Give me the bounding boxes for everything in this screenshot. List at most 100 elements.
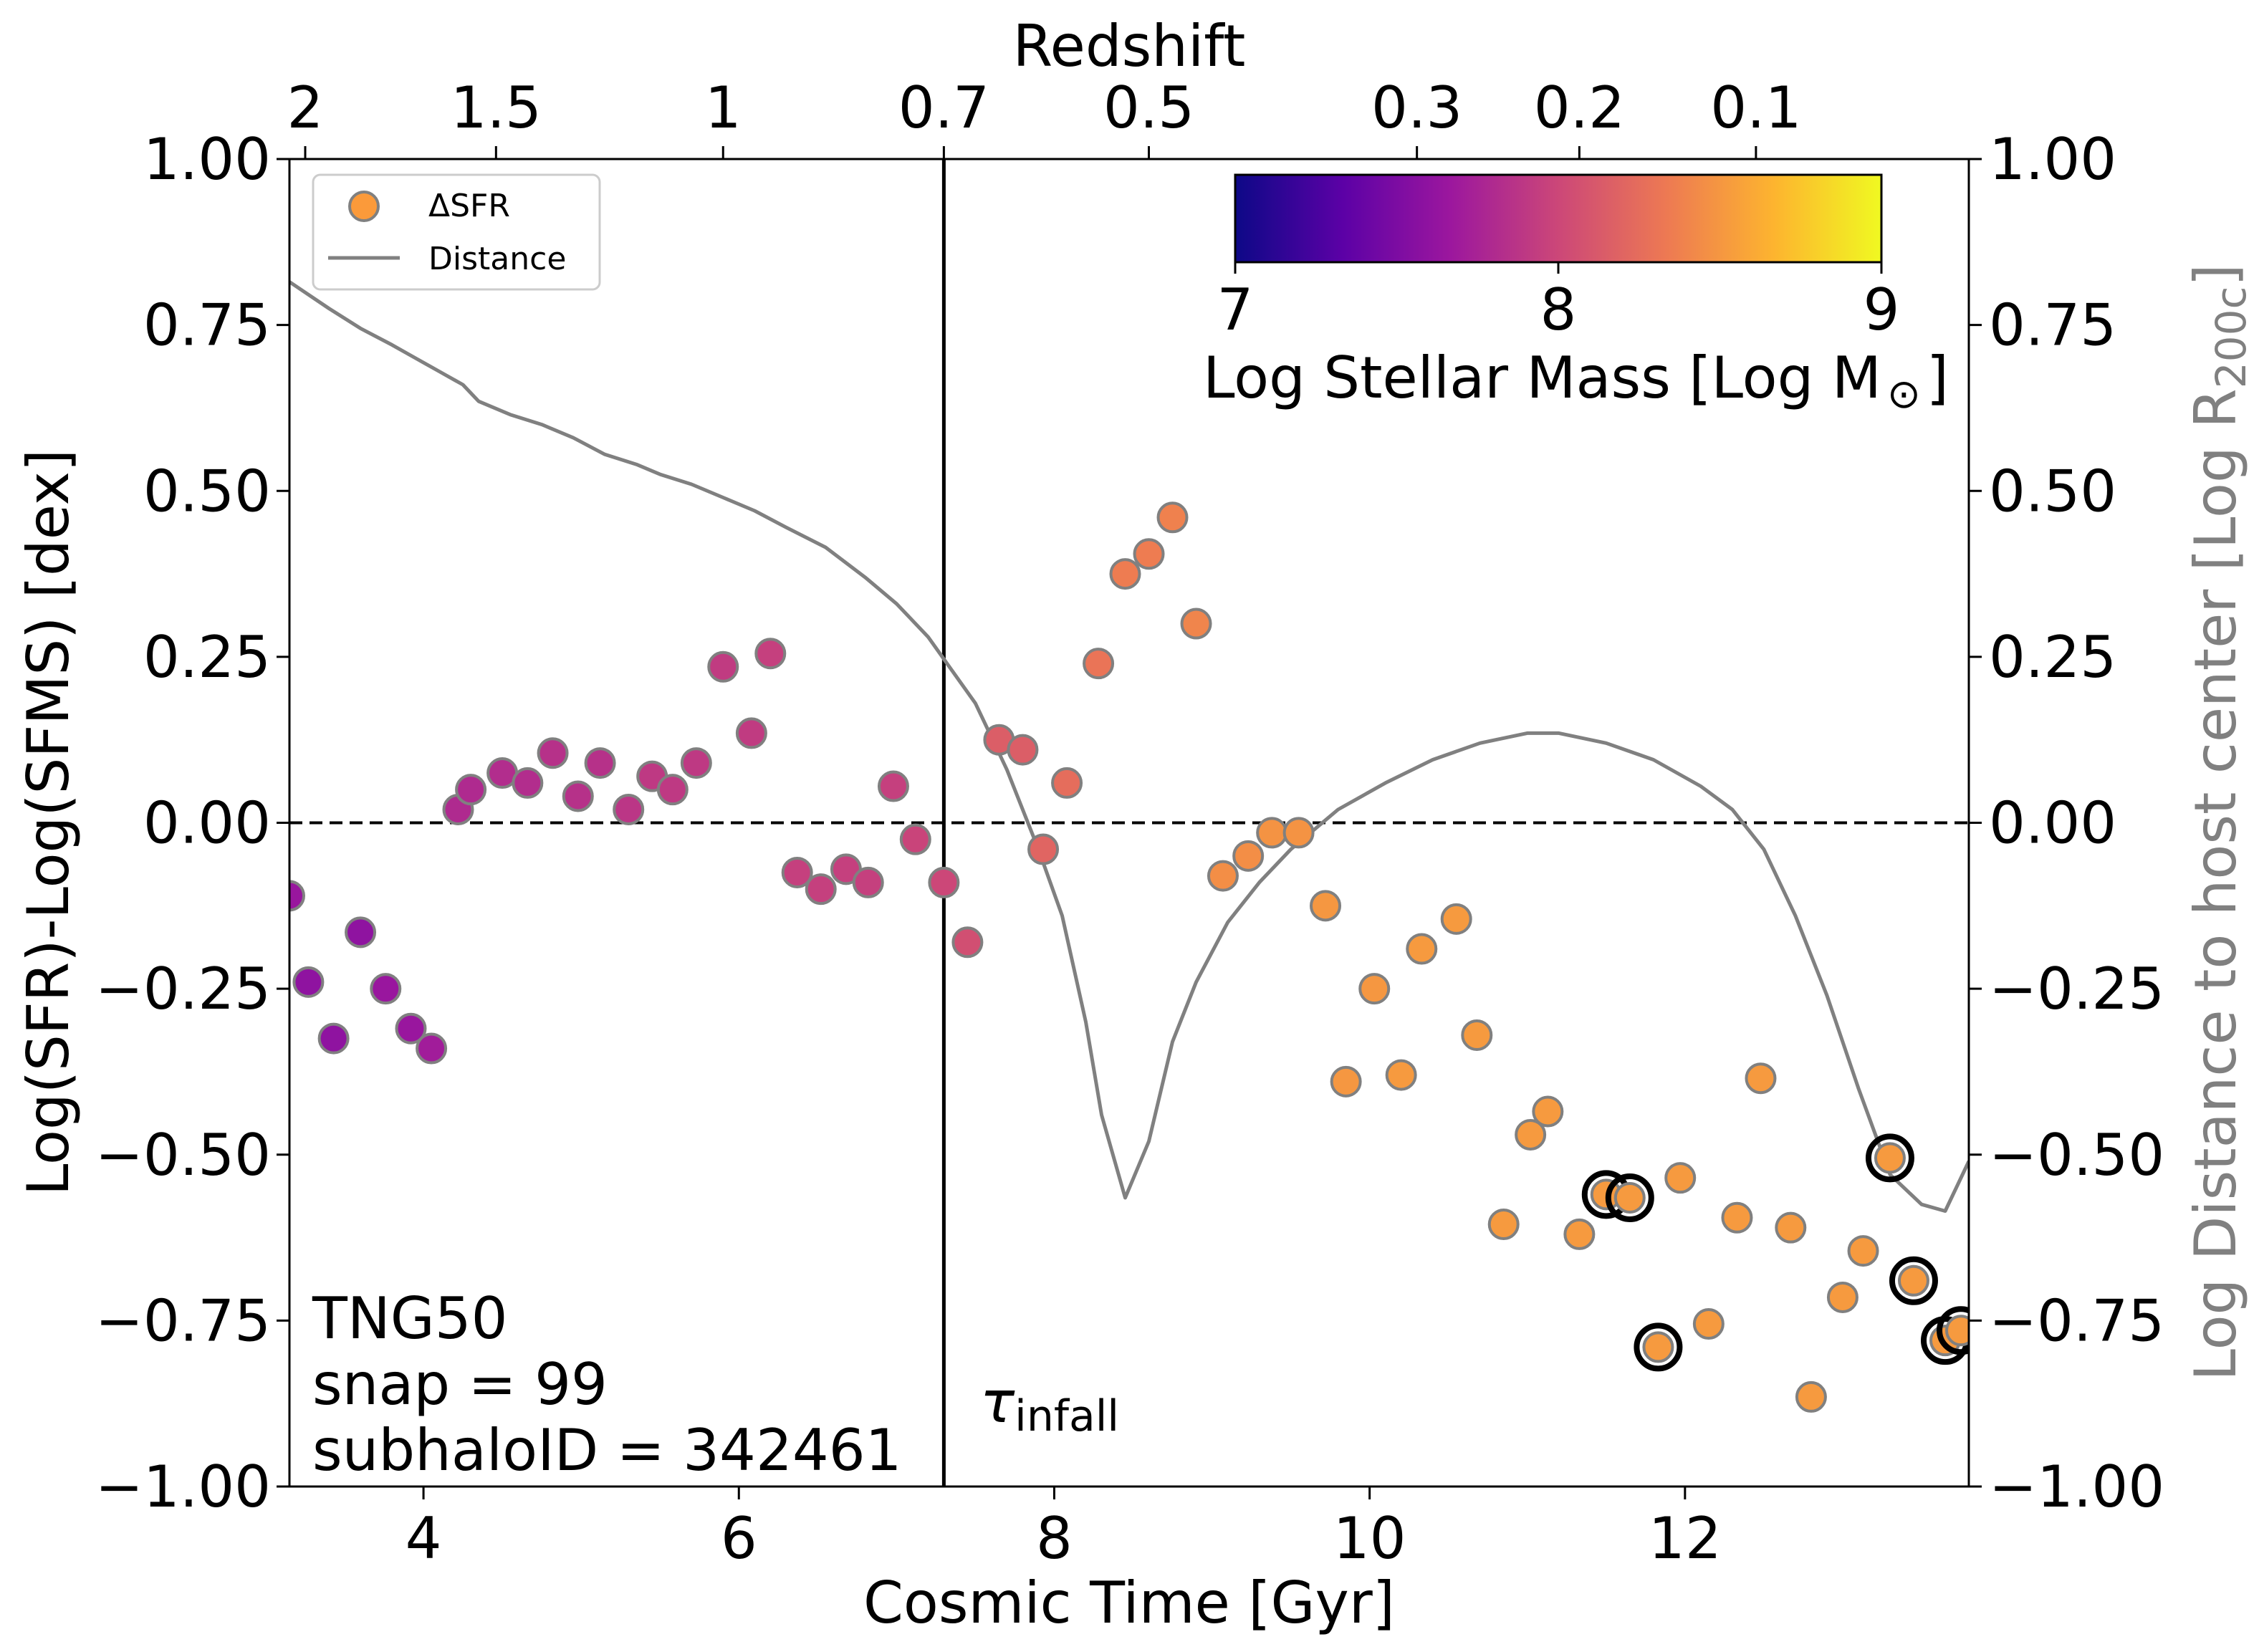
legend-box — [312, 173, 601, 291]
dsfr-point — [656, 774, 689, 806]
top-tick-label: 0.1 — [1710, 75, 1801, 141]
colorbar-label-close: ] — [1927, 345, 1949, 411]
dsfr-point — [289, 880, 305, 912]
y-tick-label-right: 1.00 — [1989, 126, 2116, 193]
y-tick-label-left: 0.00 — [143, 790, 271, 857]
dsfr-point — [1897, 1264, 1929, 1297]
dsfr-point — [1133, 538, 1165, 570]
highlight-ring — [1937, 1306, 1969, 1355]
dsfr-point — [1083, 648, 1115, 680]
y-tick-label-left: −1.00 — [95, 1454, 271, 1520]
info-line-subhalo: subhaloID = 342461 — [312, 1417, 902, 1484]
dsfr-point — [1563, 1218, 1596, 1250]
dsfr-point — [1826, 1281, 1858, 1313]
dsfr-point — [735, 717, 767, 749]
y-tick-label-left: 1.00 — [143, 126, 271, 193]
y-tick-label-right: 0.75 — [1989, 292, 2116, 359]
dsfr-point — [1721, 1201, 1753, 1234]
y-tick-label-right: −1.00 — [1989, 1454, 2164, 1520]
y-tick-label-right: 0.50 — [1989, 458, 2116, 524]
dsfr-point — [370, 973, 402, 1005]
dsfr-point — [1795, 1380, 1827, 1413]
dsfr-point — [1256, 817, 1288, 849]
dsfr-point — [1406, 933, 1438, 965]
dsfr-point — [1232, 840, 1265, 872]
x-tick-label: 12 — [1649, 1505, 1722, 1572]
y-tick-label-left: −0.25 — [95, 956, 271, 1022]
dsfr-point — [512, 767, 544, 799]
dsfr-point — [1027, 833, 1060, 865]
legend: ΔSFR Distance — [312, 173, 601, 291]
colorbar: 7 8 9 Log Stellar Mass [Log M ⊙] — [1203, 173, 1949, 418]
dsfr-point — [1440, 903, 1472, 935]
dsfr-point — [1874, 1142, 1906, 1174]
infall-label: τinfall — [980, 1369, 1119, 1441]
x-tick-label: 10 — [1333, 1505, 1406, 1572]
colorbar-tick-label: 7 — [1217, 277, 1254, 343]
x-tick-label: 4 — [406, 1505, 442, 1572]
dsfr-point — [1664, 1162, 1697, 1194]
dsfr-point — [1180, 608, 1212, 640]
dsfr-point — [1310, 890, 1342, 922]
dsfr-point — [1330, 1065, 1362, 1098]
dsfr-point — [1207, 860, 1239, 892]
dsfr-point — [1156, 501, 1189, 534]
dsfr-point — [1109, 558, 1141, 590]
top-tick-label: 0.2 — [1534, 75, 1625, 141]
dsfr-point — [317, 1022, 350, 1055]
dsfr-point — [1282, 817, 1315, 849]
y-axis-right-label: Log Distance to host center [Log R200c] — [2182, 264, 2255, 1380]
dsfr-point — [928, 866, 960, 898]
dsfr-point — [1642, 1331, 1674, 1363]
colorbar-label-sym: ⊙ — [1887, 371, 1921, 418]
y-tick-label-left: 0.75 — [143, 292, 271, 359]
plot-frame — [288, 158, 1970, 1488]
dsfr-point — [455, 774, 487, 806]
y-tick-label-left: −0.50 — [95, 1122, 271, 1188]
highlight-ring — [1634, 1322, 1683, 1372]
dsfr-point — [680, 747, 712, 779]
y-tick-label-left: 0.50 — [143, 458, 271, 524]
y-tick-label-left: −0.75 — [95, 1287, 271, 1354]
y-tick-label-right: −0.50 — [1989, 1122, 2164, 1188]
dsfr-point — [852, 866, 884, 898]
dsfr-point — [1775, 1211, 1807, 1244]
top-tick-label: 0.7 — [898, 75, 989, 141]
dsfr-point — [613, 793, 645, 825]
dsfr-point — [1532, 1095, 1564, 1128]
dsfr-point — [754, 638, 787, 670]
y-tick-label-left: 0.25 — [143, 624, 271, 691]
dsfr-point — [537, 737, 569, 769]
colorbar-label: Log Stellar Mass [Log M ⊙] — [1203, 345, 1949, 418]
legend-label-distance: Distance — [428, 241, 566, 277]
dsfr-point — [1487, 1209, 1520, 1241]
dsfr-point — [1847, 1235, 1879, 1267]
info-line-sim: TNG50 — [312, 1285, 508, 1352]
dsfr-point — [1945, 1315, 1969, 1347]
dsfr-point — [951, 926, 984, 959]
top-axis-label: Redshift — [1013, 13, 1246, 80]
dsfr-point — [1051, 767, 1083, 799]
dsfr-point — [1461, 1019, 1493, 1051]
colorbar-tick-label: 9 — [1864, 277, 1900, 343]
y-tick-label-right: −0.25 — [1989, 956, 2164, 1022]
dsfr-point — [1613, 1181, 1646, 1214]
dsfr-point — [416, 1032, 448, 1065]
dsfr-point — [1385, 1059, 1417, 1091]
top-tick-label: 2 — [287, 75, 324, 141]
legend-marker-dsfr — [348, 191, 380, 222]
dsfr-point — [1358, 973, 1391, 1005]
legend-label-dsfr: ΔSFR — [428, 188, 510, 224]
dsfr-point — [1515, 1118, 1547, 1151]
dsfr-point — [584, 747, 616, 779]
dsfr-point — [899, 823, 931, 855]
dsfr-point — [1692, 1308, 1725, 1340]
distance-line — [289, 280, 1969, 1213]
top-tick-label: 1 — [705, 75, 742, 141]
y-axis-right-label-close: ] — [2182, 264, 2249, 286]
dsfr-point — [1745, 1062, 1777, 1095]
dsfr-point — [781, 856, 813, 888]
highlight-ring — [1865, 1133, 1914, 1183]
top-tick-label: 0.5 — [1103, 75, 1194, 141]
